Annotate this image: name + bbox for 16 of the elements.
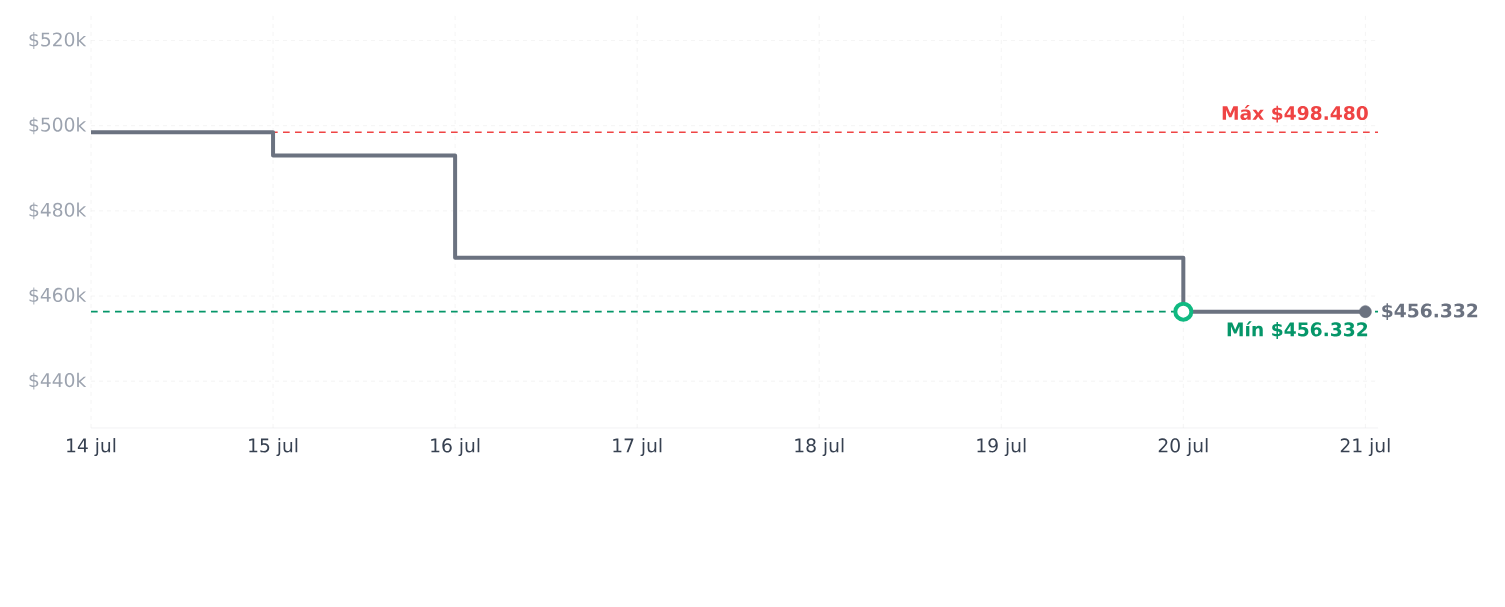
y-tick-label: $440k bbox=[29, 372, 87, 390]
x-tick-label: 19 jul bbox=[977, 438, 1026, 457]
x-tick-label: 20 jul bbox=[1158, 438, 1208, 457]
x-tick-label: 17 jul bbox=[613, 438, 662, 457]
annotation: $456.332 bbox=[1382, 303, 1478, 321]
y-tick-label: $460k bbox=[29, 287, 87, 305]
y-tick-label: $520k bbox=[29, 32, 87, 50]
y-tick-label: $500k bbox=[29, 117, 87, 135]
x-tick-label: 18 jul bbox=[795, 438, 844, 457]
ref-line-label: Mín $456.332 bbox=[1227, 321, 1368, 339]
x-tick-label: 16 jul bbox=[431, 438, 480, 457]
x-tick-label: 15 jul bbox=[249, 438, 298, 457]
y-tick-label: $480k bbox=[29, 202, 87, 220]
x-tick-label: 14 jul bbox=[67, 438, 116, 457]
x-tick-label: 21 jul bbox=[1340, 438, 1390, 457]
ref-line-label: Máx $498.480 bbox=[1222, 104, 1368, 123]
